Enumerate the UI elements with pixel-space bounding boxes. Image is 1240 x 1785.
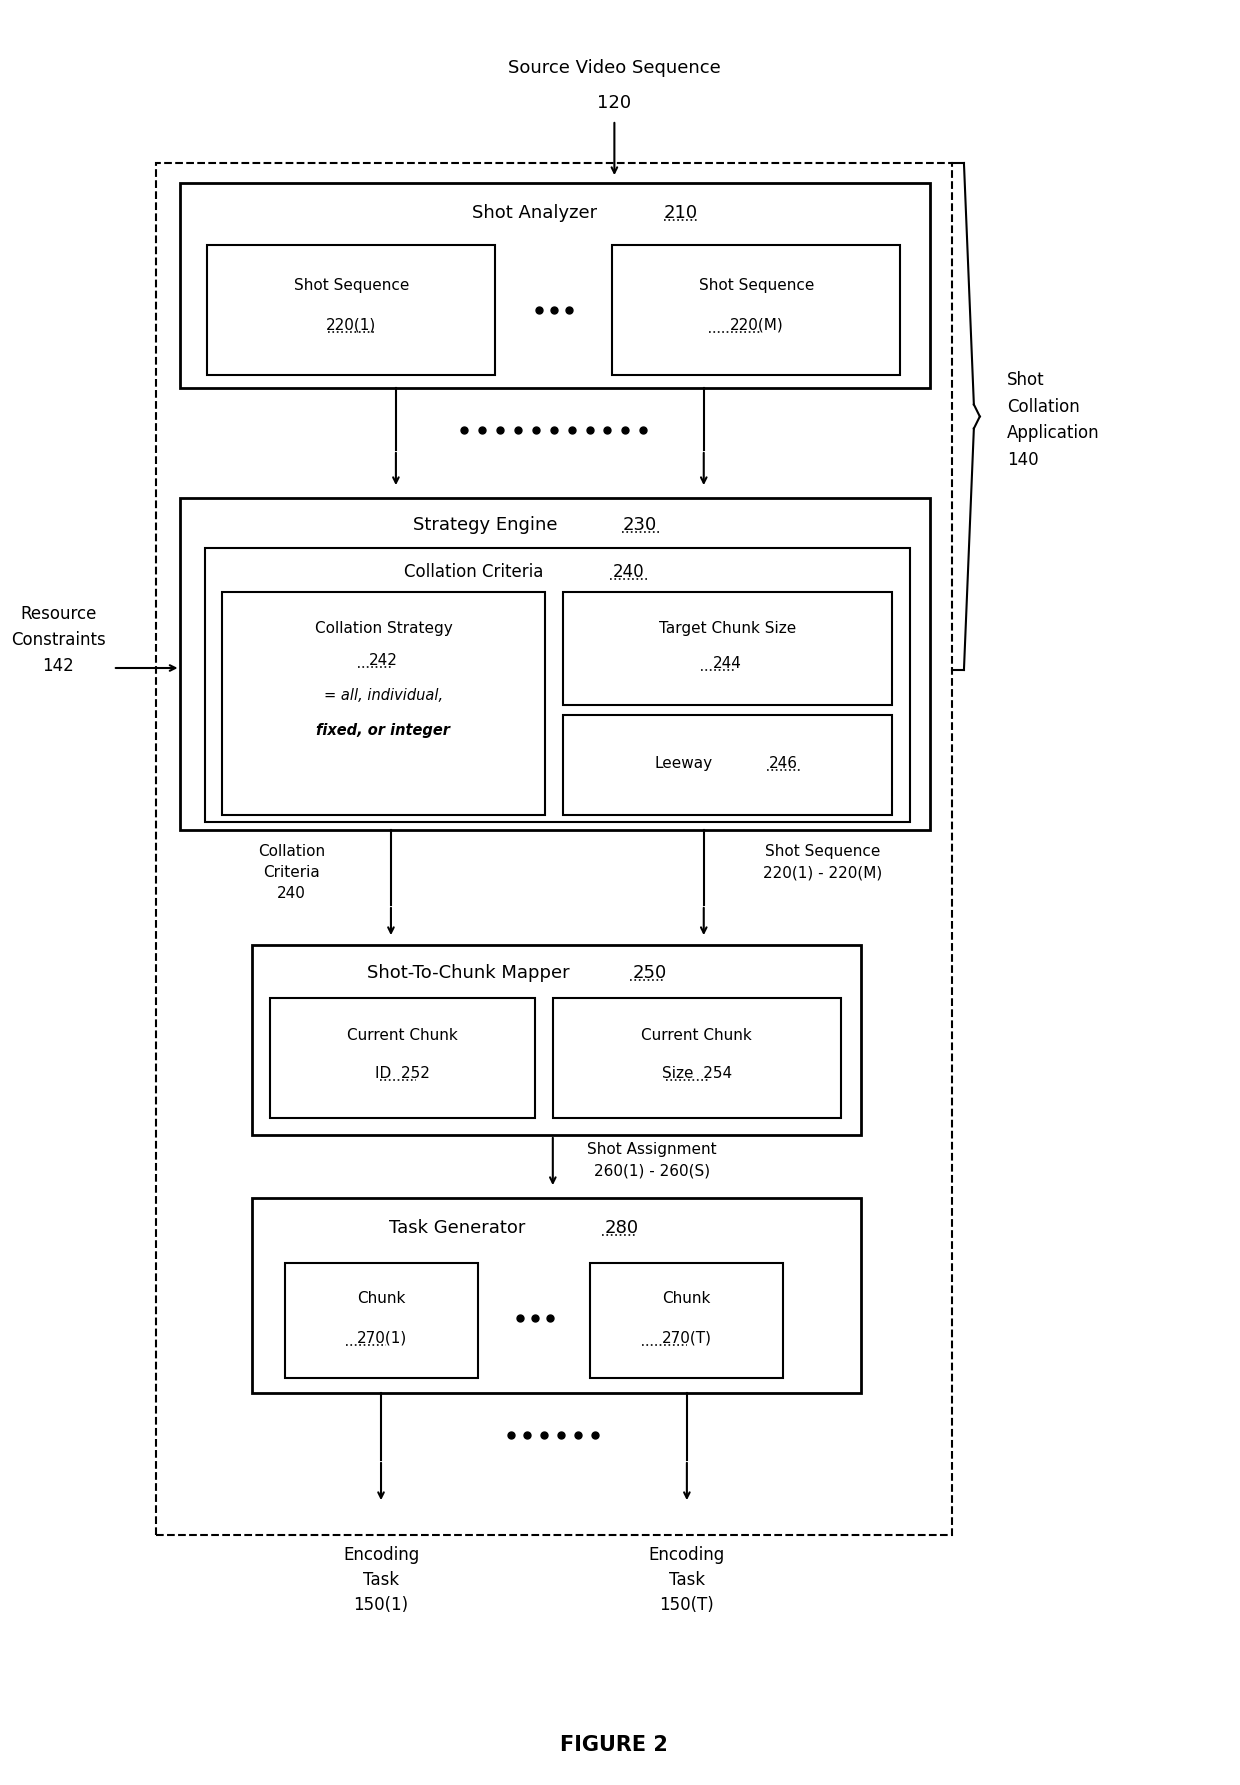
Text: 220(M): 220(M) xyxy=(729,318,784,332)
FancyBboxPatch shape xyxy=(252,1198,861,1392)
Text: 270(T): 270(T) xyxy=(661,1330,712,1346)
Text: Shot Sequence: Shot Sequence xyxy=(294,277,409,293)
FancyBboxPatch shape xyxy=(181,498,930,830)
Text: Resource
Constraints
142: Resource Constraints 142 xyxy=(11,605,105,675)
FancyBboxPatch shape xyxy=(181,184,930,387)
FancyBboxPatch shape xyxy=(270,998,534,1117)
Text: Encoding
Task
150(1): Encoding Task 150(1) xyxy=(343,1546,419,1614)
Text: FIGURE 2: FIGURE 2 xyxy=(560,1735,668,1755)
Text: fixed, or integer: fixed, or integer xyxy=(316,723,450,737)
FancyBboxPatch shape xyxy=(222,593,544,816)
Text: 270(1): 270(1) xyxy=(356,1330,407,1346)
Text: Shot Analyzer: Shot Analyzer xyxy=(472,203,598,221)
Text: Shot Sequence
220(1) - 220(M): Shot Sequence 220(1) - 220(M) xyxy=(764,844,883,880)
Text: Task Generator: Task Generator xyxy=(389,1219,526,1237)
Text: = all, individual,: = all, individual, xyxy=(324,687,443,703)
Text: Encoding
Task
150(T): Encoding Task 150(T) xyxy=(649,1546,725,1614)
FancyBboxPatch shape xyxy=(207,245,495,375)
FancyBboxPatch shape xyxy=(206,548,910,823)
Text: Size  254: Size 254 xyxy=(662,1066,732,1080)
Text: Target Chunk Size: Target Chunk Size xyxy=(658,621,796,635)
Text: 280: 280 xyxy=(604,1219,639,1237)
FancyBboxPatch shape xyxy=(589,1264,784,1378)
Text: 240: 240 xyxy=(613,562,644,580)
Text: Current Chunk: Current Chunk xyxy=(641,1028,753,1042)
Text: Collation
Criteria
240: Collation Criteria 240 xyxy=(258,844,325,900)
FancyBboxPatch shape xyxy=(285,1264,479,1378)
FancyBboxPatch shape xyxy=(563,593,893,705)
Text: 246: 246 xyxy=(769,755,799,771)
Text: Chunk: Chunk xyxy=(662,1291,711,1305)
Text: 242: 242 xyxy=(370,653,398,668)
Text: 250: 250 xyxy=(632,964,667,982)
FancyBboxPatch shape xyxy=(553,998,841,1117)
Text: 120: 120 xyxy=(598,95,631,112)
Text: 210: 210 xyxy=(665,203,698,221)
Text: Shot Sequence: Shot Sequence xyxy=(698,277,815,293)
Text: Collation Strategy: Collation Strategy xyxy=(315,621,453,635)
Text: 244: 244 xyxy=(713,655,742,671)
Text: ID  252: ID 252 xyxy=(374,1066,430,1080)
Text: Strategy Engine: Strategy Engine xyxy=(413,516,558,534)
Text: Source Video Sequence: Source Video Sequence xyxy=(508,59,720,77)
Text: Shot
Collation
Application
140: Shot Collation Application 140 xyxy=(1007,371,1099,469)
FancyBboxPatch shape xyxy=(613,245,900,375)
Text: Shot-To-Chunk Mapper: Shot-To-Chunk Mapper xyxy=(367,964,569,982)
FancyBboxPatch shape xyxy=(563,716,893,816)
Text: Shot Assignment
260(1) - 260(S): Shot Assignment 260(1) - 260(S) xyxy=(588,1142,717,1178)
Text: Leeway: Leeway xyxy=(655,755,713,771)
Text: Chunk: Chunk xyxy=(357,1291,405,1305)
Text: 230: 230 xyxy=(622,516,656,534)
Text: 220(1): 220(1) xyxy=(326,318,377,332)
Text: Current Chunk: Current Chunk xyxy=(347,1028,458,1042)
Text: Collation Criteria: Collation Criteria xyxy=(404,562,543,580)
FancyBboxPatch shape xyxy=(252,944,861,1135)
